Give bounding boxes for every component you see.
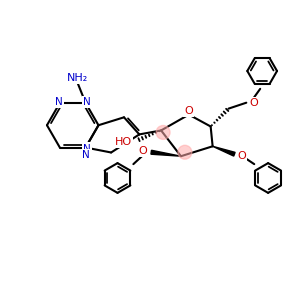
Text: O: O	[184, 106, 193, 116]
Text: NH₂: NH₂	[67, 73, 88, 83]
Text: N: N	[83, 97, 91, 107]
Text: N: N	[83, 143, 91, 154]
Text: N: N	[82, 151, 89, 160]
Polygon shape	[151, 150, 181, 156]
Polygon shape	[213, 146, 235, 156]
Text: O: O	[249, 98, 258, 108]
Text: O: O	[237, 151, 246, 161]
Text: N: N	[55, 97, 63, 107]
Circle shape	[156, 125, 170, 140]
Text: O: O	[139, 146, 147, 156]
Text: HO: HO	[115, 137, 132, 147]
Circle shape	[178, 145, 192, 159]
